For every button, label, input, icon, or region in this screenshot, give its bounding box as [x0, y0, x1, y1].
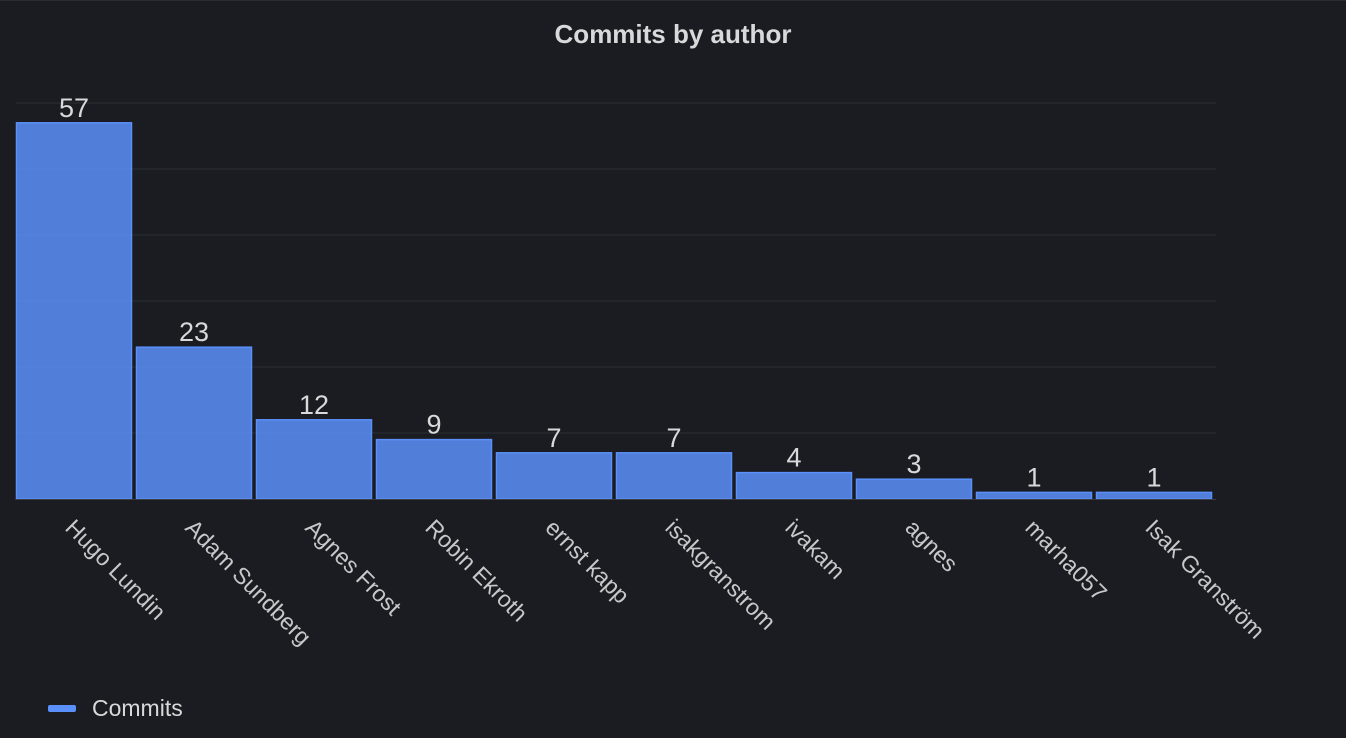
bar [735, 471, 853, 500]
legend-label: Commits [92, 695, 183, 721]
legend[interactable]: Commits [48, 695, 183, 722]
data-label: 1 [1026, 462, 1041, 492]
bar [855, 478, 973, 500]
data-label: 9 [426, 410, 441, 440]
data-label: 3 [906, 449, 921, 479]
bar [495, 452, 613, 500]
data-label: 57 [59, 93, 89, 123]
x-tick-label: isakgranstrom [660, 514, 781, 635]
bar [15, 122, 133, 500]
x-tick-label: ernst kapp [540, 514, 634, 608]
data-label: 7 [666, 423, 681, 453]
data-label: 1 [1146, 462, 1161, 492]
x-tick-label: agnes [900, 514, 963, 577]
data-label: 12 [299, 390, 329, 420]
x-tick-label: Isak Granström [1140, 514, 1270, 644]
bar [615, 452, 733, 500]
panel-title: Commits by author [554, 19, 792, 49]
x-tick-label: Robin Ekroth [420, 514, 532, 626]
x-tick-label: Adam Sundberg [180, 514, 316, 650]
bar [975, 491, 1093, 500]
bar [1095, 491, 1213, 500]
data-label: 23 [179, 317, 209, 347]
bar [135, 346, 253, 500]
x-tick-label: ivakam [780, 514, 850, 584]
x-tick-label: marha057 [1020, 514, 1112, 606]
bar [255, 419, 373, 500]
bar [375, 438, 493, 500]
x-tick-label: Hugo Lundin [60, 514, 171, 625]
x-tick-label: Agnes Frost [300, 514, 406, 620]
data-label: 7 [546, 423, 561, 453]
data-label: 4 [786, 443, 801, 473]
legend-swatch [48, 705, 76, 712]
